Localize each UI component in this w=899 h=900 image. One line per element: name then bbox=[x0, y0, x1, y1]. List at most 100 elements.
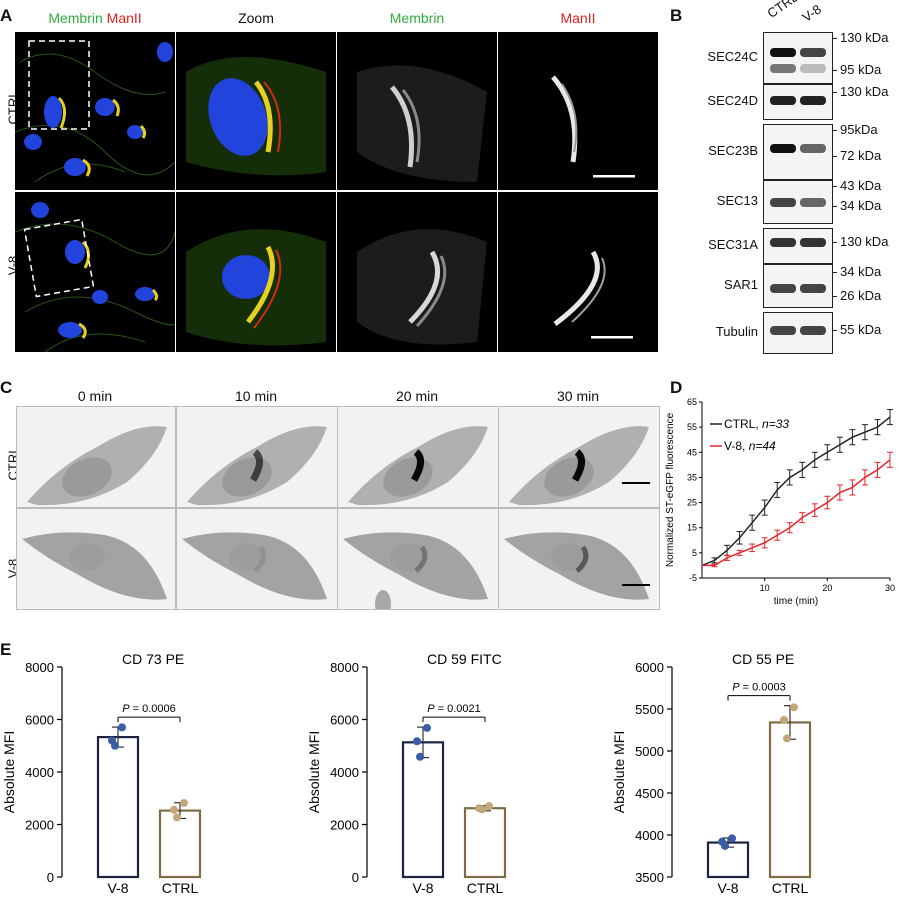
x-tick-label: 20 bbox=[822, 583, 832, 593]
band bbox=[800, 48, 826, 57]
y-tick-label: 6000 bbox=[330, 713, 359, 728]
band bbox=[770, 64, 796, 73]
band bbox=[770, 326, 796, 335]
marker-label: 26 kDa bbox=[840, 288, 882, 303]
nucleus bbox=[69, 543, 105, 571]
x-tick-label: 30 bbox=[885, 583, 895, 593]
live-ctrl-1 bbox=[176, 406, 338, 508]
golgi-signal bbox=[249, 449, 263, 482]
band bbox=[800, 326, 826, 335]
bar-CTRL bbox=[768, 721, 812, 879]
data-point bbox=[180, 798, 188, 807]
header-membrin-green: Membrin bbox=[48, 10, 103, 26]
live-cell-svg bbox=[504, 532, 650, 600]
y-tick-label: 4000 bbox=[635, 828, 664, 843]
data-point bbox=[478, 805, 486, 814]
y-tick-label: 0 bbox=[47, 870, 54, 885]
marker-tick bbox=[832, 330, 837, 332]
band bbox=[800, 284, 826, 293]
micrograph-v8-zoom bbox=[176, 192, 336, 352]
data-point bbox=[118, 723, 126, 732]
y-tick-label: 45 bbox=[687, 447, 697, 457]
time-30: 30 min bbox=[556, 388, 600, 404]
header-membrin: Membrin bbox=[389, 10, 445, 26]
marker-label: 34 kDa bbox=[840, 198, 882, 213]
chart-title: CD 73 PE bbox=[122, 651, 184, 667]
data-point bbox=[170, 805, 178, 814]
live-cell-svg bbox=[348, 426, 488, 506]
blot-sec13 bbox=[763, 180, 833, 224]
y-tick-label: -5 bbox=[689, 573, 697, 583]
blot-name: Tubulin bbox=[715, 324, 758, 339]
panel-c-letter: C bbox=[0, 378, 13, 397]
marker-tick bbox=[832, 186, 837, 188]
y-tick-label: 35 bbox=[687, 472, 697, 482]
marker-tick bbox=[832, 272, 837, 274]
y-axis-label: Absolute MFI bbox=[1, 731, 17, 813]
y-tick-label: 0 bbox=[352, 870, 359, 885]
blot-sec31a bbox=[763, 228, 833, 264]
chart-e-cd73: 0 2000 4000 6000 8000 Absolute MFI CD 73 PE V-8… bbox=[1, 651, 202, 896]
legend-label-1: V-8, n=44 bbox=[724, 439, 776, 453]
y-axis-label: Absolute MFI bbox=[306, 731, 322, 813]
chart-e-cd55: 3500 4000 4500 5000 5500 6000 Absolute MFI CD 5… bbox=[611, 651, 812, 896]
p-value: P = 0.0021 bbox=[427, 703, 481, 715]
y-tick-label: 15 bbox=[687, 523, 697, 533]
band bbox=[800, 198, 826, 207]
micrograph-ctrl-membrin-svg bbox=[357, 65, 487, 182]
marker-tick bbox=[832, 92, 837, 94]
y-tick-label: 5 bbox=[692, 548, 697, 558]
scale-bar bbox=[593, 175, 635, 178]
y-tick-label: 25 bbox=[687, 498, 697, 508]
marker-label: 130 kDa bbox=[840, 30, 889, 45]
nucleus bbox=[229, 543, 265, 571]
data-point bbox=[780, 715, 788, 724]
micrograph-v8-membrin-svg bbox=[357, 229, 487, 345]
panel-b-letter: B bbox=[670, 6, 683, 25]
y-tick-label: 4500 bbox=[635, 786, 664, 801]
time-20: 20 min bbox=[395, 388, 439, 404]
y-tick-label: 2000 bbox=[330, 818, 359, 833]
blot-name: SEC31A bbox=[708, 237, 758, 252]
blot-name: SEC23B bbox=[708, 143, 758, 158]
marker-label: 72 kDa bbox=[840, 148, 882, 163]
data-point bbox=[790, 703, 798, 712]
marker-tick bbox=[832, 206, 837, 208]
data-point bbox=[721, 841, 729, 850]
blot-name: SEC24C bbox=[707, 49, 758, 64]
live-cell-svg bbox=[343, 532, 488, 609]
golgi-signal bbox=[410, 449, 424, 482]
y-tick-label: 4000 bbox=[25, 765, 54, 780]
marker-tick bbox=[832, 38, 837, 40]
lane-ctrl: CTRL bbox=[764, 0, 801, 21]
marker-tick bbox=[832, 296, 837, 298]
nucleus bbox=[62, 457, 112, 497]
panel-a-merge-header: Membrin ManII bbox=[15, 10, 175, 26]
category-label: V-8 bbox=[412, 880, 433, 896]
y-tick-label: 65 bbox=[687, 397, 697, 407]
panel-e-letter: E bbox=[0, 640, 12, 659]
category-label: V-8 bbox=[107, 880, 128, 896]
category-label: CTRL bbox=[467, 880, 504, 896]
category-label: CTRL bbox=[772, 880, 809, 896]
series-line-0 bbox=[701, 416, 891, 567]
neighbor-cell bbox=[375, 590, 391, 609]
scale-bar bbox=[591, 336, 633, 339]
marker-label: 130 kDa bbox=[840, 84, 889, 99]
series-line-1 bbox=[702, 459, 891, 567]
data-point bbox=[728, 834, 736, 843]
live-ctrl-0 bbox=[16, 406, 176, 508]
golgi-signal bbox=[414, 545, 428, 573]
data-point bbox=[783, 734, 791, 743]
blot-sec23b bbox=[763, 124, 833, 180]
band bbox=[800, 96, 826, 105]
y-tick-label: 3500 bbox=[635, 870, 664, 885]
marker-label: 130 kDa bbox=[840, 234, 889, 249]
time-10: 10 min bbox=[234, 388, 278, 404]
golgi-signal bbox=[253, 545, 267, 573]
live-cell-svg bbox=[187, 426, 327, 506]
band bbox=[770, 96, 796, 105]
micrograph-v8-manii-svg bbox=[553, 250, 633, 339]
blot-name: SEC24D bbox=[707, 93, 758, 108]
live-cell-svg bbox=[509, 426, 650, 506]
